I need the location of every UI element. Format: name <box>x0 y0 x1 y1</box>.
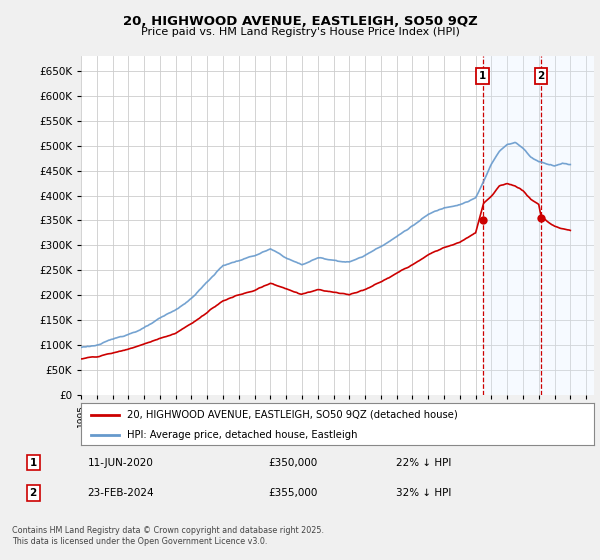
Text: 20, HIGHWOOD AVENUE, EASTLEIGH, SO50 9QZ: 20, HIGHWOOD AVENUE, EASTLEIGH, SO50 9QZ <box>122 15 478 28</box>
Bar <box>482 56 594 395</box>
Text: 20, HIGHWOOD AVENUE, EASTLEIGH, SO50 9QZ (detached house): 20, HIGHWOOD AVENUE, EASTLEIGH, SO50 9QZ… <box>127 410 458 420</box>
Text: 22% ↓ HPI: 22% ↓ HPI <box>396 458 451 468</box>
Text: 2: 2 <box>538 71 545 81</box>
Text: HPI: Average price, detached house, Eastleigh: HPI: Average price, detached house, East… <box>127 430 358 440</box>
Text: Price paid vs. HM Land Registry's House Price Index (HPI): Price paid vs. HM Land Registry's House … <box>140 27 460 37</box>
Text: 11-JUN-2020: 11-JUN-2020 <box>88 458 154 468</box>
Text: 1: 1 <box>479 71 486 81</box>
Text: 2: 2 <box>29 488 37 498</box>
Text: 1: 1 <box>29 458 37 468</box>
Text: 32% ↓ HPI: 32% ↓ HPI <box>396 488 451 498</box>
Text: £355,000: £355,000 <box>268 488 317 498</box>
Text: £350,000: £350,000 <box>268 458 317 468</box>
Text: 23-FEB-2024: 23-FEB-2024 <box>88 488 154 498</box>
Text: Contains HM Land Registry data © Crown copyright and database right 2025.
This d: Contains HM Land Registry data © Crown c… <box>12 526 324 546</box>
